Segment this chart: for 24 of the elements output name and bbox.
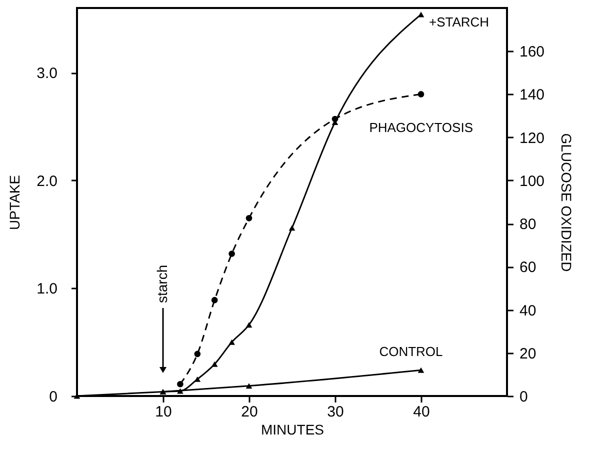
x-tick-label: 30 [327, 404, 344, 420]
y2-tick-label: 0 [520, 388, 528, 406]
series-label: PHAGOCYTOSIS [369, 120, 474, 136]
y2-tick-label: 60 [520, 259, 536, 276]
y2-tick-label: 40 [520, 302, 536, 320]
y-tick-label: 0 [49, 388, 58, 406]
y2-tick-label: 100 [520, 172, 545, 190]
x-axis-title: MINUTES [261, 422, 324, 438]
y-tick-label: 2.0 [36, 172, 58, 190]
y2-tick-label: 160 [520, 44, 545, 61]
y2-axis-title: GLUCOSE OXIDIZED [558, 133, 575, 272]
y-axis-title: UPTAKE [6, 175, 23, 230]
annotation: starch [154, 264, 170, 303]
y2-tick-label: 140 [520, 86, 545, 104]
series-label: CONTROL [379, 344, 443, 360]
series-label: +STARCH [429, 14, 490, 30]
x-tick-label: 40 [413, 404, 430, 420]
y2-tick-label: 20 [520, 345, 536, 362]
x-tick-label: 20 [241, 404, 258, 420]
y-tick-label: 3.0 [36, 65, 58, 82]
y2-tick-label: 120 [520, 130, 545, 147]
y-tick-label: 1.0 [36, 280, 58, 298]
x-tick-label: 10 [155, 404, 172, 420]
y2-tick-label: 80 [520, 216, 536, 234]
